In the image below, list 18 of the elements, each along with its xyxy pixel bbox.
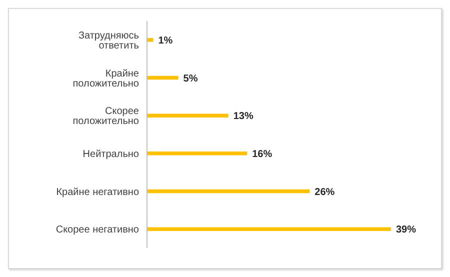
y-tick-label: Скорее положительно	[72, 106, 140, 128]
bar	[147, 76, 178, 80]
data-label: 1%	[158, 35, 173, 46]
data-label: 13%	[233, 111, 254, 122]
data-label: 5%	[183, 73, 198, 84]
y-tick-label: Крайне положительно	[72, 68, 140, 90]
y-tick-label: Нейтрально	[82, 148, 140, 160]
y-tick-label: Скорее негативно	[56, 224, 140, 236]
data-label: 16%	[252, 148, 272, 160]
y-tick-label: Крайне негативно	[56, 186, 140, 198]
bar	[147, 114, 228, 118]
data-label: 39%	[396, 224, 416, 236]
y-tick-label: Затрудняюсь ответить	[78, 30, 139, 52]
bar	[147, 227, 391, 231]
bar	[147, 152, 248, 156]
bar	[147, 38, 154, 42]
data-label: 26%	[314, 186, 335, 198]
bar	[147, 189, 310, 194]
